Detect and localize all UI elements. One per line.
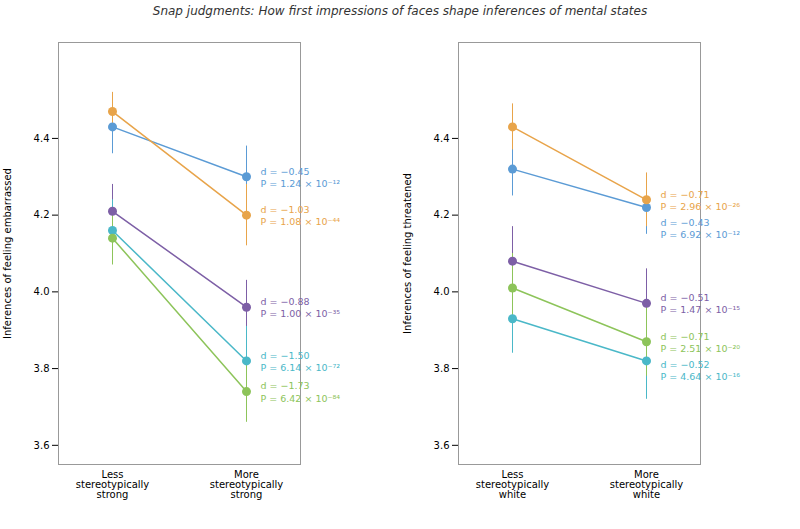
svg-text:4.0: 4.0 [34, 286, 50, 297]
svg-text:4.4: 4.4 [434, 133, 450, 144]
svg-text:Morestereotypicallywhite: Morestereotypicallywhite [610, 469, 684, 500]
svg-text:4.0: 4.0 [434, 286, 450, 297]
svg-text:Morestereotypicallystrong: Morestereotypicallystrong [210, 469, 284, 500]
svg-text:d = −0.71P = 2.96 × 10⁻²⁶: d = −0.71P = 2.96 × 10⁻²⁶ [661, 189, 741, 212]
svg-text:d = −0.71P = 2.51 × 10⁻²⁰: d = −0.71P = 2.51 × 10⁻²⁰ [661, 331, 741, 354]
svg-text:d = −1.03P = 1.08 × 10⁻⁴⁴: d = −1.03P = 1.08 × 10⁻⁴⁴ [261, 204, 341, 227]
svg-text:d = −0.45P = 1.24 × 10⁻¹²: d = −0.45P = 1.24 × 10⁻¹² [261, 166, 341, 189]
svg-text:3.6: 3.6 [434, 440, 450, 451]
svg-text:Lessstereotypicallystrong: Lessstereotypicallystrong [76, 469, 150, 500]
svg-text:Inferences of feeling embarras: Inferences of feeling embarrassed [2, 168, 13, 339]
svg-text:d = −1.73P = 6.42 × 10⁻⁸⁴: d = −1.73P = 6.42 × 10⁻⁸⁴ [261, 380, 341, 403]
svg-text:3.8: 3.8 [34, 363, 50, 374]
svg-text:3.8: 3.8 [434, 363, 450, 374]
svg-text:d = −0.43P = 6.92 × 10⁻¹²: d = −0.43P = 6.92 × 10⁻¹² [661, 217, 741, 240]
svg-text:Lessstereotypicallywhite: Lessstereotypicallywhite [476, 469, 550, 500]
svg-text:4.2: 4.2 [34, 209, 50, 220]
svg-text:4.2: 4.2 [434, 209, 450, 220]
svg-text:d = −0.52P = 4.64 × 10⁻¹⁶: d = −0.52P = 4.64 × 10⁻¹⁶ [661, 359, 741, 382]
svg-text:d = −0.88P = 1.00 × 10⁻³⁵: d = −0.88P = 1.00 × 10⁻³⁵ [261, 296, 341, 319]
svg-text:3.6: 3.6 [34, 440, 50, 451]
svg-text:4.4: 4.4 [34, 133, 50, 144]
svg-text:Inferences of feeling threaten: Inferences of feeling threatened [402, 173, 413, 334]
svg-text:d = −1.50P = 6.14 × 10⁻⁷²: d = −1.50P = 6.14 × 10⁻⁷² [261, 350, 341, 373]
html-text:Snap judgments: How first impr: Snap judgments: How first impressions of… [152, 4, 648, 18]
svg-text:d = −0.51P = 1.47 × 10⁻¹⁵: d = −0.51P = 1.47 × 10⁻¹⁵ [661, 292, 741, 315]
